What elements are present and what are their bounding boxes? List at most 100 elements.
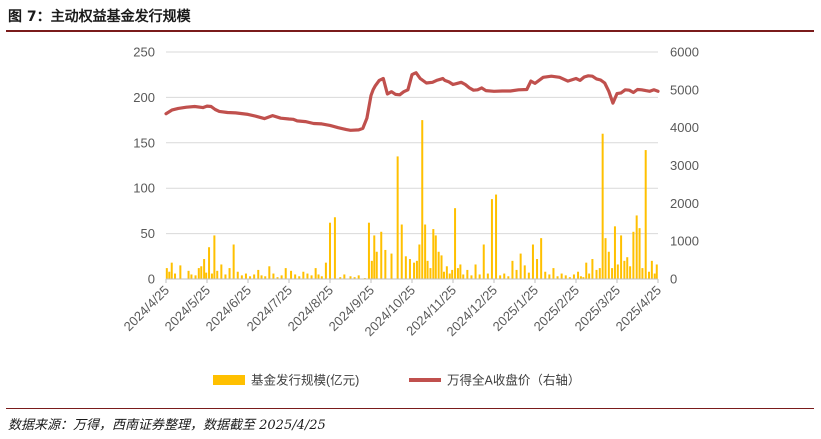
bar	[523, 265, 526, 279]
bar	[564, 275, 567, 279]
bar	[257, 269, 260, 279]
bar	[415, 260, 418, 279]
bar	[445, 266, 448, 279]
bar	[187, 270, 190, 279]
left-tick-label: 200	[133, 90, 155, 105]
bar	[604, 238, 607, 279]
bar	[503, 273, 506, 279]
bar	[456, 268, 459, 279]
chart-svg: 0 50 100 150 200 250 0 1000 2000 3000 4000 5000 600…	[121, 45, 699, 388]
bar	[421, 120, 424, 279]
bar	[434, 235, 437, 279]
bar	[451, 269, 454, 279]
right-tick-label: 2000	[670, 196, 699, 211]
bar	[426, 260, 429, 279]
bar	[470, 275, 473, 279]
bar	[253, 274, 256, 279]
x-axis-ticks: 2024/4/252024/5/252024/6/252024/7/252024…	[121, 279, 664, 339]
bar	[623, 260, 626, 279]
bar	[629, 266, 632, 279]
bar	[168, 271, 171, 279]
bar	[302, 271, 305, 279]
bar	[440, 255, 443, 279]
bar	[290, 270, 293, 279]
bar	[280, 275, 283, 279]
bar	[413, 262, 416, 279]
bar	[613, 226, 616, 279]
bar	[515, 269, 518, 279]
chart: 0 50 100 150 200 250 0 1000 2000 3000 4000 5000 600…	[0, 32, 821, 406]
bar-series	[165, 120, 658, 279]
bar	[294, 274, 297, 279]
bar	[357, 275, 360, 279]
bar	[380, 231, 383, 279]
bar	[591, 259, 594, 279]
bar	[205, 272, 208, 279]
bar	[390, 253, 393, 279]
bar	[276, 277, 279, 279]
title-rule	[6, 30, 814, 32]
legend: 基金发行规模(亿元) 万得全A收盘价（右轴）	[213, 373, 580, 388]
bar	[244, 273, 247, 279]
bar	[519, 253, 522, 279]
bar	[314, 268, 317, 279]
bar	[384, 249, 387, 279]
left-tick-label: 250	[133, 45, 155, 60]
bar	[478, 274, 481, 279]
bar	[203, 259, 206, 279]
bar	[647, 271, 650, 279]
bar	[333, 217, 336, 279]
right-tick-label: 5000	[670, 82, 699, 97]
bar	[298, 276, 301, 279]
right-tick-label: 4000	[670, 120, 699, 135]
bar	[396, 156, 399, 279]
bar	[190, 274, 193, 279]
bar	[324, 262, 327, 279]
bar	[240, 275, 243, 279]
bar	[490, 199, 493, 279]
bar	[626, 257, 629, 279]
bar	[653, 273, 656, 279]
bar	[531, 244, 534, 279]
right-tick-label: 6000	[670, 45, 699, 60]
legend-bar-label: 基金发行规模(亿元)	[251, 373, 359, 388]
bar	[264, 276, 267, 279]
bar	[236, 271, 239, 279]
bar	[454, 208, 457, 279]
bar	[197, 268, 200, 279]
bar	[595, 269, 598, 279]
legend-line-label: 万得全A收盘价（右轴）	[447, 373, 580, 388]
right-tick-label: 3000	[670, 158, 699, 173]
left-tick-label: 50	[141, 226, 155, 241]
bar	[284, 268, 287, 279]
bar	[577, 271, 580, 279]
bar	[607, 251, 610, 279]
bar	[552, 268, 555, 279]
bar	[249, 276, 252, 279]
bar	[598, 268, 601, 279]
bar	[317, 274, 320, 279]
line-series	[164, 71, 660, 132]
bar	[339, 277, 342, 279]
index-line	[164, 71, 660, 132]
left-axis-ticks: 0 50 100 150 200 250	[133, 45, 155, 287]
bar	[194, 275, 197, 279]
bar	[540, 238, 543, 279]
bar	[213, 235, 216, 279]
bar	[228, 268, 231, 279]
bar	[635, 215, 638, 279]
bar	[310, 275, 313, 279]
bar	[474, 264, 477, 279]
bar	[429, 268, 432, 279]
bar	[544, 271, 547, 279]
bar	[210, 273, 213, 279]
bar	[442, 271, 445, 279]
bar	[208, 247, 211, 279]
bar	[400, 224, 403, 279]
footer-rule	[6, 408, 814, 409]
bar	[499, 275, 502, 279]
bar	[638, 228, 641, 279]
bar	[462, 274, 465, 279]
bar	[616, 264, 619, 279]
bar	[272, 273, 275, 279]
